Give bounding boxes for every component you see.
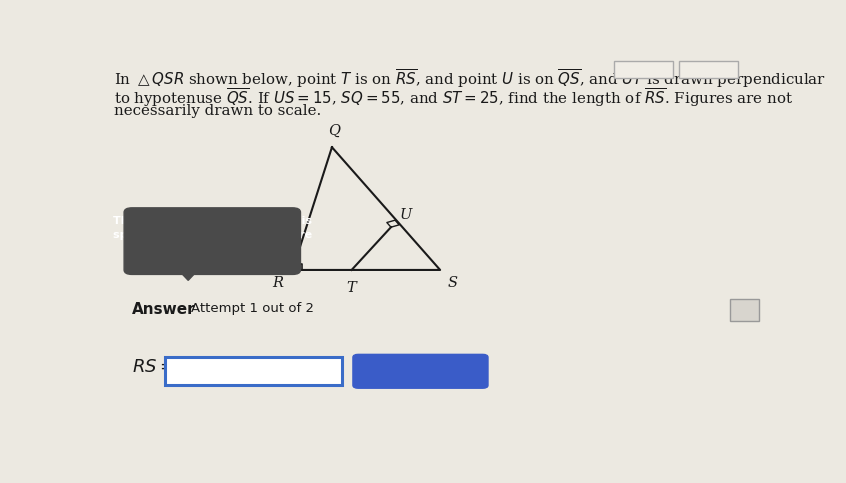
Text: necessarily drawn to scale.: necessarily drawn to scale. xyxy=(113,104,321,118)
FancyBboxPatch shape xyxy=(614,60,673,78)
Polygon shape xyxy=(179,270,198,280)
Text: to hypotenuse $\overline{QS}$. If $US = 15$, $SQ = 55$, and $ST = 25$, find the : to hypotenuse $\overline{QS}$. If $US = … xyxy=(113,86,793,109)
FancyBboxPatch shape xyxy=(124,208,300,274)
Text: $RS =$: $RS =$ xyxy=(132,357,174,376)
Text: Attempt 1 out of 2: Attempt 1 out of 2 xyxy=(191,301,314,314)
Text: Submit Answer: Submit Answer xyxy=(361,364,480,378)
Text: S: S xyxy=(448,275,458,289)
Text: In $\triangle QSR$ shown below, point $T$ is on $\overline{RS}$, and point $U$ i: In $\triangle QSR$ shown below, point $T… xyxy=(113,67,826,90)
Text: R: R xyxy=(272,275,283,289)
FancyBboxPatch shape xyxy=(353,355,488,388)
FancyBboxPatch shape xyxy=(679,60,739,78)
FancyBboxPatch shape xyxy=(730,298,759,321)
Text: The number of attempts on this
specific problem before you are
marked incorrect: The number of attempts on this specific … xyxy=(113,216,312,255)
FancyBboxPatch shape xyxy=(165,357,342,385)
Text: Q: Q xyxy=(328,124,340,138)
Text: T: T xyxy=(347,281,356,295)
Text: U: U xyxy=(399,208,412,222)
Text: Answer: Answer xyxy=(132,301,195,316)
